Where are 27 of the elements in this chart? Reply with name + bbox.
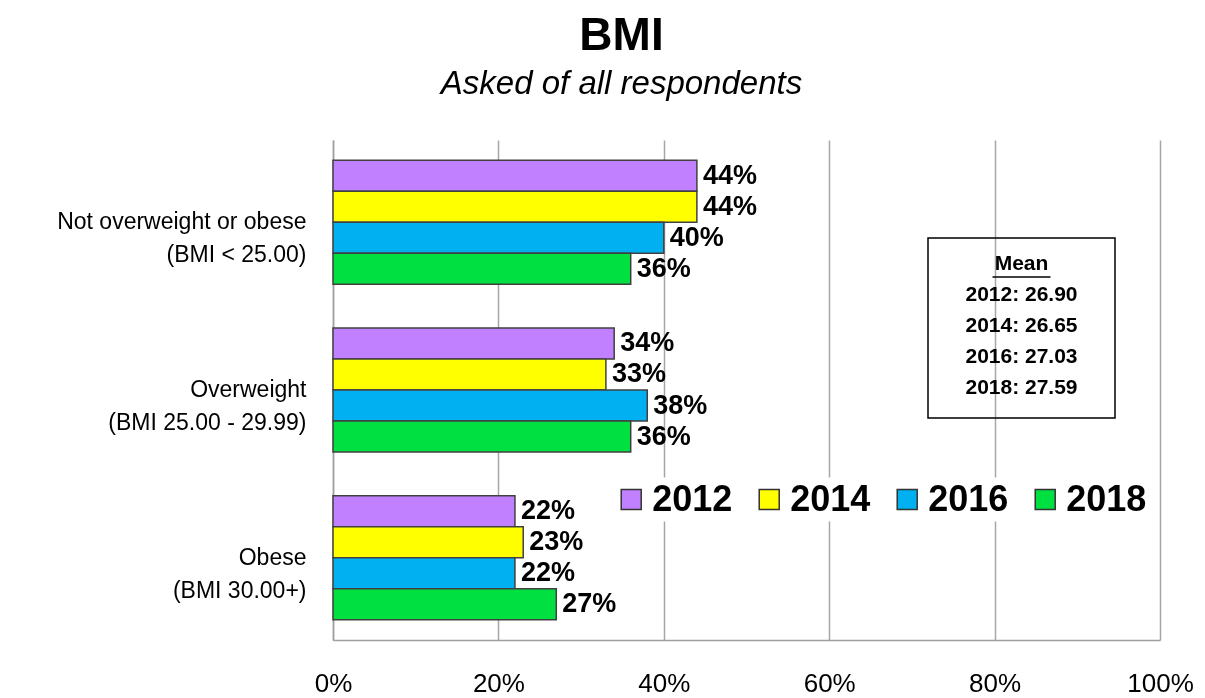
data-label: 27% [562,588,617,619]
y-tick-label: Overweight (BMI 25.00 - 29.99) [108,376,308,435]
chart-subtitle: Asked of all respondents [438,64,803,101]
x-tick-label: 80% [969,667,1022,698]
data-label: 34% [620,327,675,358]
data-label: 36% [636,420,691,451]
x-tick-label: 40% [638,667,691,698]
data-label: 40% [669,221,724,252]
x-tick-label: 60% [803,667,856,698]
legend-label: 2016 [928,477,1009,519]
data-label: 22% [520,495,575,526]
y-tick-label: Obese (BMI 30.00+) [172,543,307,603]
chart-title: BMI [579,8,664,60]
legend-label: 2014 [790,477,871,519]
data-label: 23% [529,526,584,557]
data-label: 33% [611,358,666,389]
x-tick-label: 100% [1127,667,1194,698]
legend-label: 2018 [1066,477,1147,519]
legend-label: 2012 [652,477,733,519]
data-label: 38% [653,389,708,420]
y-tick-label: Not overweight or obese (BMI < 25.00) [57,208,307,268]
data-label: 44% [702,190,757,221]
data-label: 22% [520,557,575,588]
x-tick-label: 0% [314,667,353,698]
data-label: 44% [702,159,757,190]
data-label: 36% [636,252,691,283]
x-tick-label: 20% [472,667,525,698]
